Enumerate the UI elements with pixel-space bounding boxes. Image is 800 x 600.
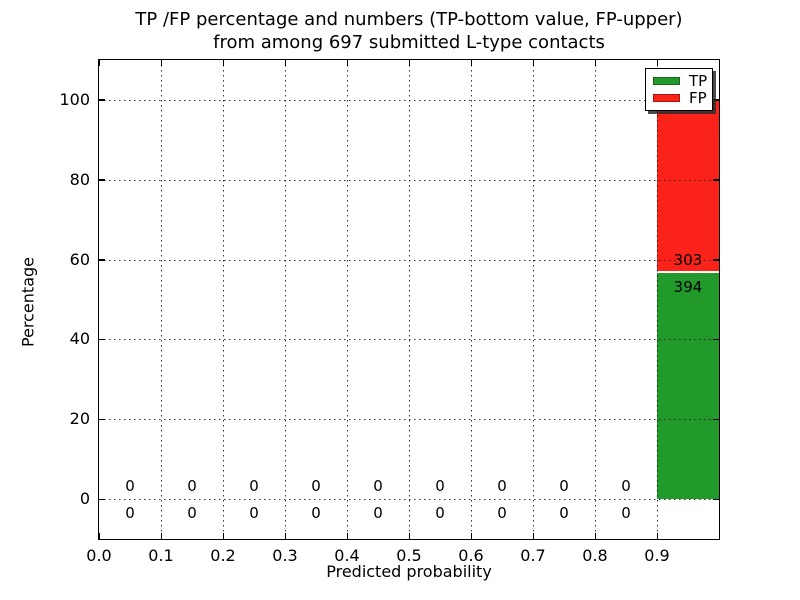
fp-count-label: 303 (673, 251, 703, 270)
x-tick-mark (656, 533, 658, 539)
x-gridline (657, 60, 658, 539)
tp-legend-label: TP (689, 71, 708, 90)
x-tick-mark (346, 533, 348, 539)
x-tick-mark (656, 60, 658, 66)
x-tick-mark (470, 60, 472, 66)
y-tick-mark (713, 99, 719, 101)
y-tick-mark (713, 259, 719, 261)
x-tick-label: 0.0 (86, 546, 112, 565)
x-tick-mark (594, 533, 596, 539)
tp-count-label: 0 (373, 504, 383, 523)
y-tick-mark (99, 179, 105, 181)
x-gridline (471, 60, 472, 539)
y-tick-label: 20 (69, 409, 90, 429)
y-tick-mark (713, 498, 719, 501)
x-tick-mark (284, 60, 286, 66)
legend: TP FP (645, 68, 713, 111)
x-tick-mark (532, 533, 534, 539)
x-tick-mark (532, 60, 534, 66)
tp-legend-swatch (653, 76, 680, 85)
y-tick-label: 0 (79, 489, 90, 509)
chart-title: TP /FP percentage and numbers (TP-bottom… (98, 8, 720, 54)
tp-count-label: 0 (311, 504, 321, 523)
tp-count-label: 0 (497, 504, 507, 523)
x-tick-label: 0.4 (334, 546, 360, 565)
x-tick-mark (346, 60, 348, 66)
x-tick-label: 0.5 (396, 546, 422, 565)
y-tick-mark (99, 498, 105, 501)
x-tick-mark (470, 533, 472, 539)
x-tick-label: 0.2 (210, 546, 236, 565)
fp-count-label: 0 (373, 477, 383, 496)
x-tick-mark (408, 533, 410, 539)
y-tick-label: 60 (69, 249, 90, 269)
x-gridline (409, 60, 410, 539)
fp-count-label: 0 (497, 477, 507, 496)
fp-legend-label: FP (689, 89, 707, 108)
y-tick-label: 80 (69, 169, 90, 189)
y-tick-mark (99, 259, 105, 261)
fp-bar-segment (657, 99, 719, 274)
x-tick-mark (98, 60, 100, 66)
x-tick-mark (222, 60, 224, 66)
tp-bar-segment (657, 273, 719, 500)
x-tick-mark (594, 60, 596, 66)
x-tick-mark (160, 60, 162, 66)
x-tick-mark (284, 533, 286, 539)
plot-area: TP FP (98, 59, 720, 540)
x-gridline (161, 60, 162, 539)
y-tick-label: 100 (59, 89, 90, 109)
x-gridline (285, 60, 286, 539)
fp-count-label: 0 (621, 477, 631, 496)
y-tick-mark (99, 338, 105, 341)
x-tick-label: 0.3 (272, 546, 298, 565)
x-tick-label: 0.1 (148, 546, 174, 565)
x-gridline (347, 60, 348, 539)
tp-count-label: 394 (673, 278, 703, 297)
fp-count-label: 0 (187, 477, 197, 496)
tp-count-label: 0 (187, 504, 197, 523)
chart-title-line2: from among 697 submitted L-type contacts (213, 32, 605, 53)
x-tick-mark (160, 533, 162, 539)
fp-count-label: 0 (249, 477, 259, 496)
fp-count-label: 0 (435, 477, 445, 496)
tp-count-label: 0 (249, 504, 259, 523)
chart-title-line1: TP /FP percentage and numbers (TP-bottom… (135, 9, 683, 30)
y-tick-mark (99, 418, 105, 421)
x-gridline (223, 60, 224, 539)
legend-entry-fp: FP (653, 89, 707, 108)
x-tick-mark (98, 533, 100, 539)
y-tick-mark (99, 99, 105, 101)
tp-count-label: 0 (435, 504, 445, 523)
legend-entry-tp: TP (653, 71, 708, 90)
fp-legend-swatch (653, 94, 680, 103)
x-tick-label: 0.7 (520, 546, 546, 565)
x-axis-label: Predicted probability (326, 562, 492, 581)
tp-count-label: 0 (621, 504, 631, 523)
x-tick-mark (222, 533, 224, 539)
y-tick-label: 40 (69, 329, 90, 349)
fp-count-label: 0 (559, 477, 569, 496)
x-tick-label: 0.9 (644, 546, 670, 565)
y-tick-mark (713, 418, 719, 421)
tp-count-label: 0 (125, 504, 135, 523)
x-tick-label: 0.8 (582, 546, 608, 565)
tp-count-label: 0 (559, 504, 569, 523)
x-gridline (595, 60, 596, 539)
y-tick-mark (713, 179, 719, 181)
y-tick-mark (713, 338, 719, 341)
x-tick-mark (408, 60, 410, 66)
fp-count-label: 0 (125, 477, 135, 496)
fp-count-label: 0 (311, 477, 321, 496)
x-gridline (533, 60, 534, 539)
x-tick-label: 0.6 (458, 546, 484, 565)
